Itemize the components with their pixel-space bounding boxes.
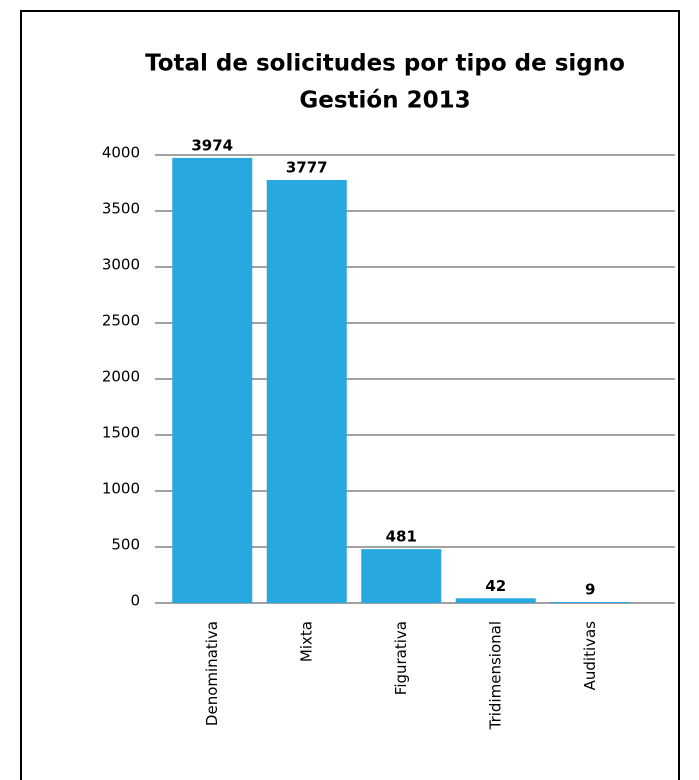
x-tick-label: Mixta: [297, 621, 315, 662]
chart-title: Total de solicitudes por tipo de signo: [145, 51, 625, 77]
bar: [550, 601, 631, 603]
y-tick-label: 1500: [102, 424, 140, 442]
value-label: 9: [585, 580, 595, 598]
x-tick-label: Denominativa: [203, 621, 221, 726]
y-tick-label: 2500: [102, 312, 140, 330]
y-tick-label: 3000: [102, 256, 140, 274]
y-tick-label: 1000: [102, 480, 140, 498]
bar: [266, 179, 347, 603]
value-label: 481: [386, 528, 417, 546]
chart-subtitle: Gestión 2013: [299, 88, 470, 114]
x-tick-label: Figurativa: [392, 621, 410, 695]
frame: [20, 10, 680, 780]
y-tick-label: 4000: [102, 144, 140, 162]
y-tick-label: 500: [111, 536, 140, 554]
value-label: 3777: [286, 158, 328, 176]
x-tick-label: Tridimensional: [486, 621, 504, 730]
y-tick-label: 3500: [102, 200, 140, 218]
bar: [455, 598, 536, 603]
bar: [361, 549, 442, 603]
x-tick-label: Auditivas: [581, 621, 599, 691]
y-tick-label: 0: [130, 592, 140, 610]
value-label: 3974: [191, 136, 233, 154]
y-tick-label: 2000: [102, 368, 140, 386]
bar: [172, 157, 253, 604]
value-label: 42: [485, 577, 506, 595]
